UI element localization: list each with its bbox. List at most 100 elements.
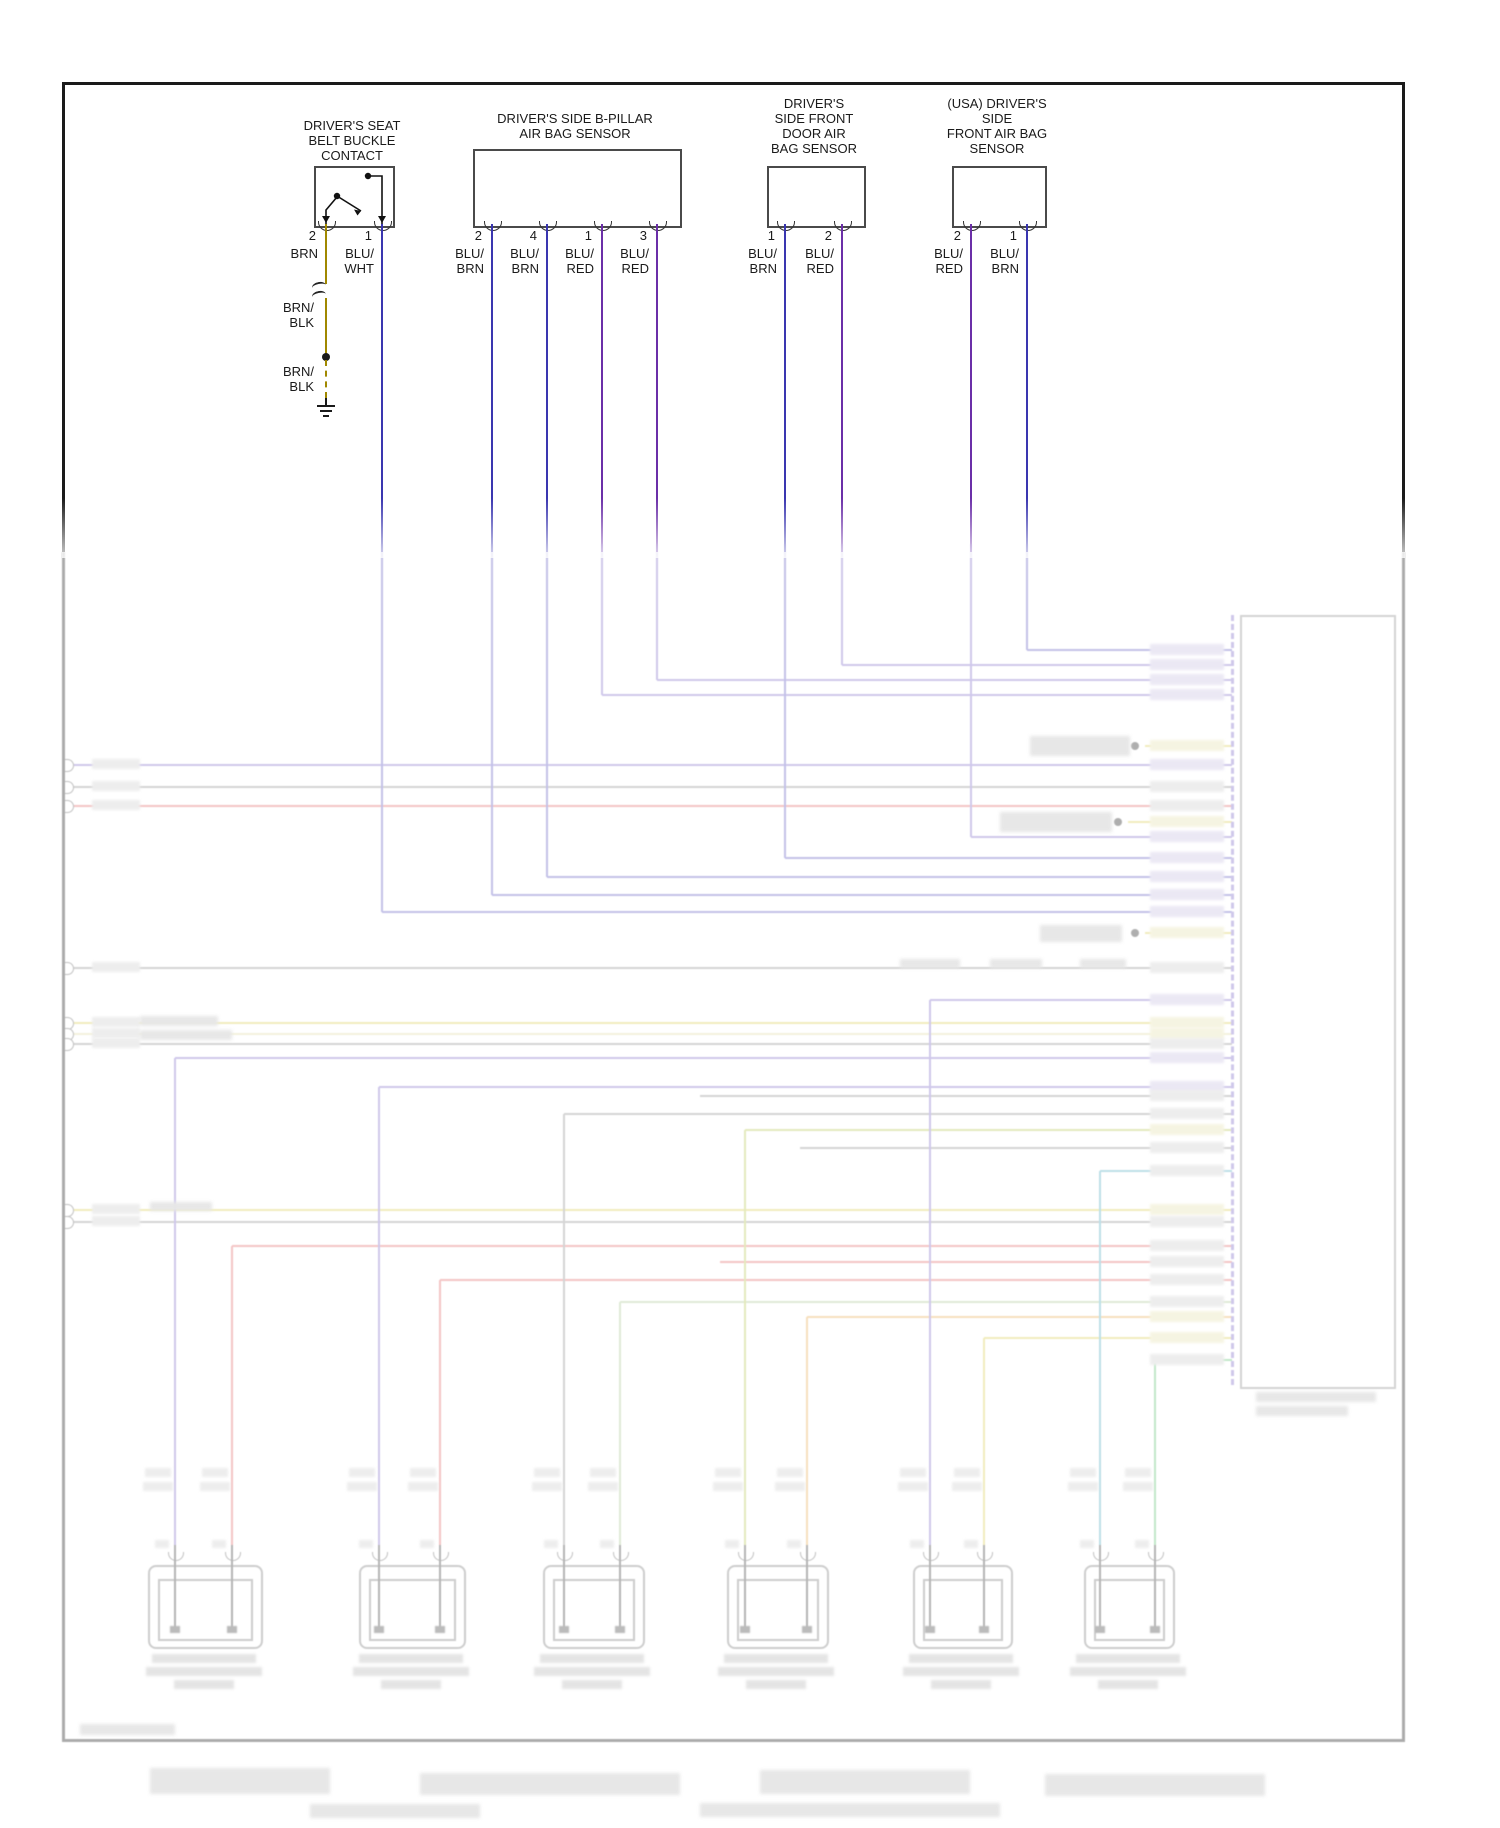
wire	[66, 1043, 1232, 1045]
component-terminal	[802, 1626, 812, 1633]
wire	[564, 1113, 1232, 1115]
component-terminal	[925, 1626, 935, 1633]
wire	[970, 544, 972, 837]
component-inner-box	[737, 1579, 819, 1641]
wire	[744, 1130, 746, 1547]
wire	[984, 1337, 1232, 1339]
wire	[1026, 224, 1028, 552]
wire	[381, 544, 383, 912]
label-blob	[173, 1680, 234, 1689]
label-blob	[143, 1482, 173, 1491]
wire-color-label: BLU/RED	[620, 246, 649, 276]
label-blob	[1150, 994, 1224, 1005]
label-blob	[1150, 962, 1224, 973]
sensor-title: DRIVER'S SIDE B-PILLAR	[497, 111, 653, 126]
wire	[1099, 1171, 1101, 1547]
label-blob	[1150, 1204, 1224, 1215]
label-blob	[408, 1482, 438, 1491]
label-blob	[310, 1804, 480, 1818]
wire	[601, 224, 603, 552]
label-blob	[92, 1204, 140, 1214]
wire	[439, 1280, 441, 1547]
pin-connector-arc	[1148, 1552, 1164, 1561]
pin-connector-arc	[613, 1552, 629, 1561]
label-blob	[1150, 759, 1224, 770]
label-blob	[1080, 959, 1126, 968]
sensor-title: DRIVER'S	[783, 96, 845, 111]
label-blob	[900, 959, 960, 968]
label-blob	[410, 1468, 436, 1477]
wire	[439, 1545, 441, 1632]
label-blob	[155, 1540, 169, 1548]
pin-number: 1	[364, 228, 372, 243]
wire	[806, 1545, 808, 1632]
label-blob	[1150, 1052, 1224, 1063]
label-blob	[1040, 925, 1122, 942]
pin-number: 2	[824, 228, 832, 243]
label-blob	[1068, 1482, 1098, 1491]
component-inner-box	[1094, 1579, 1165, 1641]
label-blob	[212, 1540, 226, 1548]
wire	[382, 911, 1232, 913]
label-blob	[1070, 1468, 1096, 1477]
component-terminal	[559, 1626, 569, 1633]
wire	[656, 544, 658, 680]
page-border-bottom	[62, 1739, 1405, 1742]
wire	[983, 1545, 985, 1632]
label-blob	[1150, 1090, 1224, 1101]
label-blob	[1150, 800, 1224, 811]
sensor-title: AIR BAG SENSOR	[519, 126, 631, 141]
wire	[1155, 1359, 1232, 1361]
connector-line	[1231, 615, 1234, 1385]
wire	[1145, 932, 1232, 934]
label-blob	[145, 1468, 171, 1477]
label-blob	[787, 1540, 801, 1548]
wire	[619, 1545, 621, 1632]
label-blob	[1097, 1680, 1158, 1689]
component-terminal	[615, 1626, 625, 1633]
wire-color-label: BLU/BRN	[748, 246, 777, 276]
label-blob	[1150, 927, 1224, 938]
wire-color-label: BLU/RED	[565, 246, 594, 276]
splice-label: BRN/BLK	[282, 364, 314, 394]
sensor-title: SIDE FRONT	[774, 111, 854, 126]
label-blob	[1150, 831, 1224, 842]
page-border-left	[62, 82, 65, 552]
label-blob	[964, 1540, 978, 1548]
sensor-box	[767, 166, 866, 228]
wire	[656, 224, 658, 552]
sensor-title: (USA) DRIVER'S	[947, 96, 1047, 111]
wire-color-label: BRN	[290, 246, 318, 261]
label-blob	[92, 1028, 140, 1038]
label-blob	[92, 1216, 140, 1226]
label-blob	[1256, 1392, 1376, 1402]
component-box	[543, 1565, 645, 1649]
wire	[744, 1545, 746, 1632]
page-border-left	[62, 552, 65, 1742]
wire	[1100, 1170, 1232, 1172]
label-blob	[1150, 740, 1224, 751]
wire	[929, 1000, 931, 1547]
wire	[66, 1033, 1232, 1035]
sensor-title: DRIVER'S SEAT	[303, 118, 401, 133]
label-blob	[352, 1667, 469, 1676]
pin-number: 4	[529, 228, 537, 243]
label-blob	[725, 1540, 739, 1548]
component-inner-box	[553, 1579, 635, 1641]
wire	[231, 1246, 233, 1547]
label-blob	[1150, 1256, 1224, 1267]
label-blob	[1150, 644, 1224, 655]
label-blob	[92, 781, 140, 791]
label-blob	[1030, 736, 1130, 756]
connector-stub	[64, 1216, 74, 1229]
pin-number: 1	[1009, 228, 1017, 243]
label-blob	[1150, 1354, 1224, 1365]
label-blob	[713, 1482, 743, 1491]
label-blob	[590, 1468, 616, 1477]
wire	[784, 224, 786, 552]
wire	[378, 1545, 380, 1632]
label-blob	[1150, 816, 1224, 827]
wire	[983, 1338, 985, 1547]
sensor-title: BAG SENSOR	[771, 141, 857, 156]
